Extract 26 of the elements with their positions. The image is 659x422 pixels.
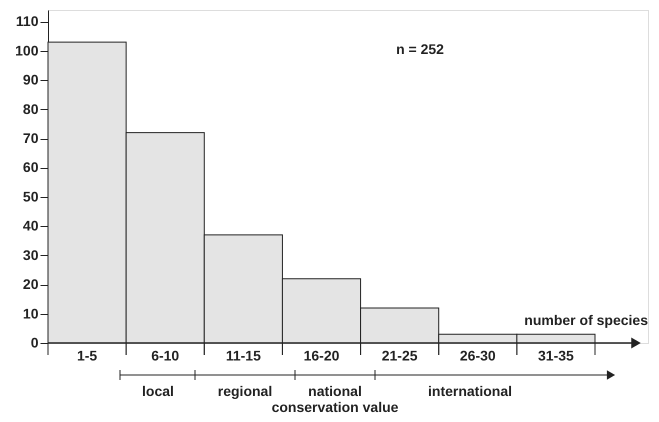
y-tick-label: 70 bbox=[22, 130, 39, 146]
y-tick-label: 30 bbox=[22, 246, 39, 263]
y-tick-label: 80 bbox=[22, 100, 39, 117]
y-tick-label: 0 bbox=[30, 334, 39, 350]
text: international bbox=[428, 383, 512, 399]
text: national bbox=[308, 383, 362, 399]
y-tick-label: 110 bbox=[16, 13, 39, 30]
x-tick-label: 16-20 bbox=[304, 348, 340, 364]
y-tick-label: 10 bbox=[22, 305, 39, 322]
y-tick-label: 20 bbox=[22, 276, 39, 292]
x-tick-label: 1-5 bbox=[76, 348, 98, 364]
y-tick-label: 60 bbox=[22, 159, 39, 176]
x-tick-label: 11-15 bbox=[226, 348, 262, 364]
text: regional bbox=[218, 383, 272, 399]
x-axis-title: number of species bbox=[524, 312, 648, 328]
x-tick-label: 26-30 bbox=[460, 348, 496, 364]
y-tick-label: 50 bbox=[22, 188, 39, 204]
x-tick-label: 31-35 bbox=[538, 348, 574, 364]
y-tick-label: 100 bbox=[15, 42, 39, 58]
y-tick-label: 90 bbox=[22, 72, 39, 88]
annotation: n = 252 bbox=[396, 41, 444, 57]
x-tick-label: 6-10 bbox=[151, 348, 180, 364]
text: local bbox=[142, 383, 174, 399]
x-tick-label: 21-25 bbox=[382, 348, 418, 364]
y-tick-label: 40 bbox=[22, 218, 39, 234]
text: conservation value bbox=[272, 399, 399, 415]
